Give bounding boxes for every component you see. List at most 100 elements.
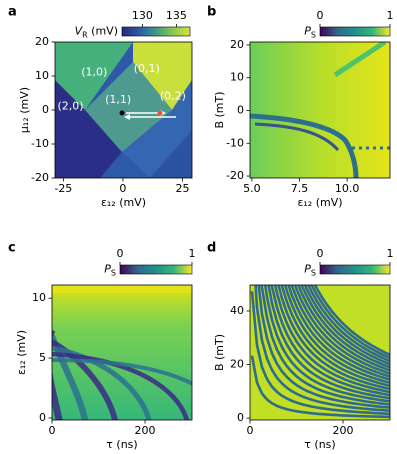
fringe: [293, 285, 390, 375]
colorbar-tick-label: 0: [317, 247, 324, 260]
panel-label: a: [8, 5, 17, 20]
panel-label: d: [207, 241, 216, 256]
fringe: [287, 285, 390, 381]
x-tick-label: 5.0: [243, 182, 261, 195]
colorbar: [319, 26, 391, 37]
x-tick-label: 0: [247, 424, 254, 437]
panel-label: c: [8, 241, 16, 256]
colorbar-label-subscript: S: [311, 268, 316, 277]
fringe: [290, 285, 390, 378]
y-axis-label: ε₁₂ (mV): [15, 330, 28, 375]
colorbar: [319, 264, 391, 275]
y-tick-label: -10: [226, 136, 244, 149]
y-tick-label: 5: [39, 351, 46, 364]
colorbar-label-symbol: V: [75, 25, 84, 38]
map-b: [250, 42, 390, 178]
y-tick-label: 10: [32, 291, 46, 304]
fringe: [313, 285, 390, 357]
colorbar-label: PS: [304, 25, 316, 40]
y-axis-label: B (mT): [213, 91, 226, 128]
x-tick-label: 10.0: [335, 182, 360, 195]
colorbar-label-subscript: R: [82, 30, 88, 39]
colorbar-tick-label: 1: [387, 247, 394, 260]
colorbar: [119, 264, 193, 275]
fringe: [52, 358, 192, 386]
x-tick-label: 0: [119, 182, 126, 195]
plot-frame: [249, 284, 391, 421]
y-tick-label: 20: [230, 38, 244, 51]
fringe: [260, 285, 390, 406]
colorbar-label: VR (mV): [75, 25, 118, 40]
y-tick-label: 40: [230, 304, 244, 317]
fringe: [300, 285, 390, 369]
y-tick-label: -20: [226, 169, 244, 182]
colorbar-tick-label: 1: [189, 247, 196, 260]
fringe: [303, 285, 390, 366]
charge-state-label: (2,0): [57, 100, 83, 113]
x-axis-label: ε₁₂ (mV): [297, 196, 342, 209]
map-d: [250, 285, 390, 420]
x-axis-label: τ (ns): [304, 438, 335, 451]
y-tick-label: -20: [31, 171, 49, 184]
fringe: [263, 285, 390, 403]
fringe: [270, 285, 390, 397]
plot-frame: [51, 284, 193, 421]
fringe: [250, 291, 390, 416]
colorbar-tick-label: 130: [132, 9, 153, 22]
fringe: [257, 285, 390, 409]
x-tick-label: 200: [135, 424, 156, 437]
fringe: [254, 285, 390, 412]
colorbar-label-symbol: P: [104, 263, 111, 276]
colorbar-label-subscript: S: [311, 30, 316, 39]
map-a: [55, 42, 192, 178]
fringe: [250, 355, 390, 419]
fringe: [283, 285, 390, 385]
fringe: [52, 345, 152, 420]
y-tick-label: 0: [237, 103, 244, 116]
x-tick-label: -25: [54, 182, 72, 195]
y-tick-label: 10: [230, 71, 244, 84]
y-tick-label: 20: [230, 358, 244, 371]
fringe: [297, 285, 390, 372]
fringe: [277, 285, 390, 391]
x-tick-label: 25: [175, 182, 189, 195]
x-tick-label: 200: [333, 424, 354, 437]
colorbar-label-symbol: P: [304, 263, 311, 276]
colorbar-label: PS: [304, 263, 316, 278]
charge-state-label: (1,1): [105, 93, 131, 106]
y-axis-label: μ₁₂ (mV): [18, 87, 31, 133]
plot-frame: [249, 41, 391, 179]
colorbar-tick-label: 135: [166, 9, 187, 22]
colorbar-label: PS: [104, 263, 116, 278]
colorbar-label-unit: (mV): [88, 25, 118, 38]
colorbar-tick-label: 0: [317, 9, 324, 22]
fringe: [52, 330, 63, 420]
fringe: [310, 285, 390, 360]
x-axis-label: ε₁₂ (mV): [101, 196, 146, 209]
y-tick-label: 0: [237, 411, 244, 424]
map-c: [52, 285, 192, 420]
panel-label: b: [207, 5, 216, 20]
y-axis-label: B (mT): [213, 334, 226, 371]
y-tick-label: -10: [31, 137, 49, 150]
colorbar-label-subscript: S: [111, 268, 116, 277]
charge-state-label: (0,2): [160, 89, 186, 102]
fringe: [52, 351, 190, 420]
fringe: [280, 285, 390, 388]
y-tick-label: 10: [35, 69, 49, 82]
x-tick-label: 7.5: [291, 182, 309, 195]
colorbar-tick-label: 0: [117, 247, 124, 260]
fringe: [267, 285, 390, 400]
y-tick-label: 0: [42, 103, 49, 116]
x-axis-label: τ (ns): [106, 438, 137, 451]
y-tick-label: 20: [35, 35, 49, 48]
x-tick-label: 0: [49, 424, 56, 437]
colorbar-label-symbol: P: [304, 25, 311, 38]
fringe: [306, 285, 390, 363]
colorbar-tick-label: 1: [387, 9, 394, 22]
colorbar: [121, 26, 191, 37]
y-tick-label: 0: [39, 411, 46, 424]
charge-state-label: (1,0): [81, 66, 107, 79]
charge-state-label: (0,1): [134, 62, 160, 75]
